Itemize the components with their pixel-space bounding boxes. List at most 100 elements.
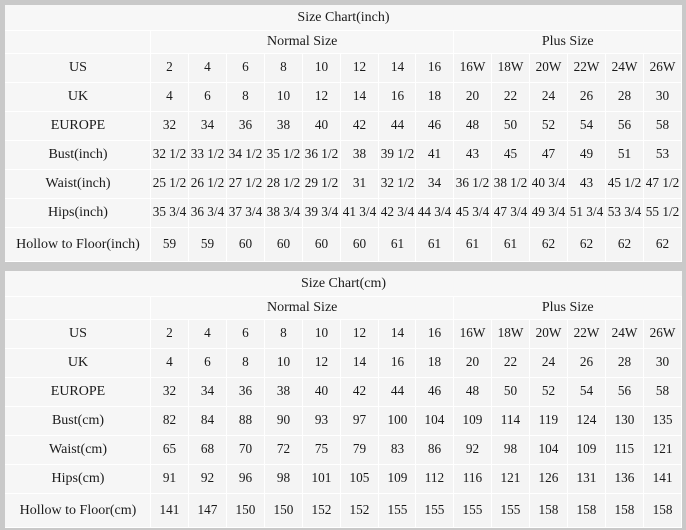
cell-value: 52: [542, 118, 556, 133]
cell-value: 24: [542, 89, 556, 104]
table-cell: 124: [567, 406, 607, 436]
cell-value: 141: [159, 503, 180, 518]
chart-title-row: Size Chart(inch): [5, 5, 682, 31]
cell-value: 109: [462, 413, 483, 428]
table-cell: 35 3/4: [150, 198, 189, 228]
table-cell: 38: [339, 140, 379, 170]
size-group-header: Plus Size: [453, 296, 683, 320]
cell-value: 126: [538, 471, 559, 486]
cell-value: 2: [166, 326, 173, 341]
table-cell: 155: [415, 493, 455, 528]
size-group-header-row: Normal Size Plus Size: [5, 30, 682, 54]
table-cell: 30: [642, 348, 683, 378]
cell-value: 4: [204, 326, 211, 341]
table-cell: 54: [567, 377, 607, 407]
cell-value: 60: [238, 237, 252, 252]
table-cell: 45 1/2: [605, 169, 644, 199]
cell-value: 152: [349, 503, 369, 518]
table-cell: 2: [150, 319, 189, 349]
table-cell: 152: [339, 493, 379, 528]
cell-value: 18: [428, 355, 442, 370]
table-cell: 126: [529, 464, 569, 494]
cell-value: 104: [538, 442, 559, 457]
cell-value: 130: [614, 413, 635, 428]
cell-value: 56: [617, 384, 632, 399]
cell-value: 6: [241, 326, 249, 341]
cell-value: 158: [652, 503, 673, 518]
table-cell: 42: [339, 377, 379, 407]
cell-value: 158: [538, 503, 559, 518]
table-cell: 54: [567, 111, 607, 141]
cell-value: 16: [390, 355, 404, 370]
table-cell: 58: [642, 111, 683, 141]
table-cell: 26W: [642, 53, 683, 83]
table-cell: 4: [150, 82, 189, 112]
cell-value: 34: [200, 118, 214, 133]
table-cell: 12: [301, 348, 341, 378]
cell-value: 10: [276, 89, 290, 104]
size-group-header: Normal Size: [149, 30, 455, 54]
table-cell: 8: [263, 319, 303, 349]
cell-value: 6: [204, 355, 211, 370]
table-row: Waist(inch) 25 1/2 26 1/2 27 1/2 28 1/2 29 1/…: [5, 169, 683, 199]
cell-value: 86: [428, 442, 442, 457]
table-cell: 84: [187, 406, 227, 436]
cell-value: 33 1/2: [190, 147, 225, 162]
cell-value: 12: [352, 326, 366, 341]
table-cell: 135: [642, 406, 683, 436]
cell-value: 26W: [649, 60, 676, 75]
cell-value: 84: [200, 413, 214, 428]
table-cell: 155: [377, 493, 417, 528]
table-cell: 28 1/2: [263, 169, 303, 199]
cell-value: 16: [428, 60, 442, 75]
cell-value: 52: [542, 384, 556, 399]
cell-value: 48: [466, 118, 480, 133]
table-cell: 26W: [642, 319, 683, 349]
cell-value: 155: [462, 503, 483, 518]
table-cell: 12: [301, 82, 341, 112]
cell-value: 10: [314, 60, 328, 75]
cell-value: 158: [614, 503, 635, 518]
cell-value: 40: [314, 384, 328, 399]
table-cell: 36 1/2: [453, 169, 493, 199]
table-row: Hips(cm) 91 92 96 98 101 105 109 112 116 121 126 131…: [5, 464, 683, 494]
table-cell: 29 1/2: [301, 169, 341, 199]
cell-value: 79: [352, 442, 366, 457]
cell-value: 150: [273, 503, 294, 518]
table-cell: 158: [605, 493, 644, 528]
table-cell: 42 3/4: [377, 198, 417, 228]
cell-value: 29 1/2: [304, 176, 338, 191]
cell-value: 16W: [459, 60, 486, 75]
table-cell: 28: [605, 348, 644, 378]
group-header-corner: [5, 296, 151, 320]
cell-value: 16: [428, 326, 442, 341]
table-row: Hollow to Floor(inch) 59 59 60 60 60 60 61 61 61 6…: [5, 227, 683, 262]
table-cell: 121: [642, 435, 683, 465]
table-cell: 56: [605, 111, 644, 141]
table-cell: 16: [415, 319, 455, 349]
cell-value: 92: [466, 442, 480, 457]
cell-value: 147: [197, 503, 218, 518]
cell-value: 72: [276, 442, 290, 457]
cell-value: 22: [504, 89, 518, 104]
table-row: US 2 4 6 8 10 12 14 16 16W 18W 20W 22W 24W 26W: [5, 53, 683, 83]
table-cell: 32 1/2: [150, 140, 189, 170]
cell-value: 45: [504, 147, 518, 162]
table-cell: 46: [415, 111, 455, 141]
cell-value: 115: [614, 442, 635, 457]
table-cell: 34 1/2: [225, 140, 265, 170]
cell-value: 8: [279, 326, 287, 341]
size-group-header: Plus Size: [453, 30, 682, 54]
cell-value: 8: [279, 60, 287, 75]
table-cell: 40: [301, 111, 341, 141]
table-cell: 14: [339, 82, 379, 112]
row-label: EUROPE: [5, 111, 151, 141]
cell-value: 6: [204, 89, 211, 104]
cell-value: 24W: [611, 60, 638, 75]
cell-value: 100: [387, 413, 407, 428]
table-cell: 22: [491, 348, 531, 378]
cell-value: 155: [424, 503, 445, 518]
cell-value: 150: [235, 503, 256, 518]
row-label: Bust(inch): [5, 140, 151, 170]
cell-value: 42: [352, 384, 366, 399]
